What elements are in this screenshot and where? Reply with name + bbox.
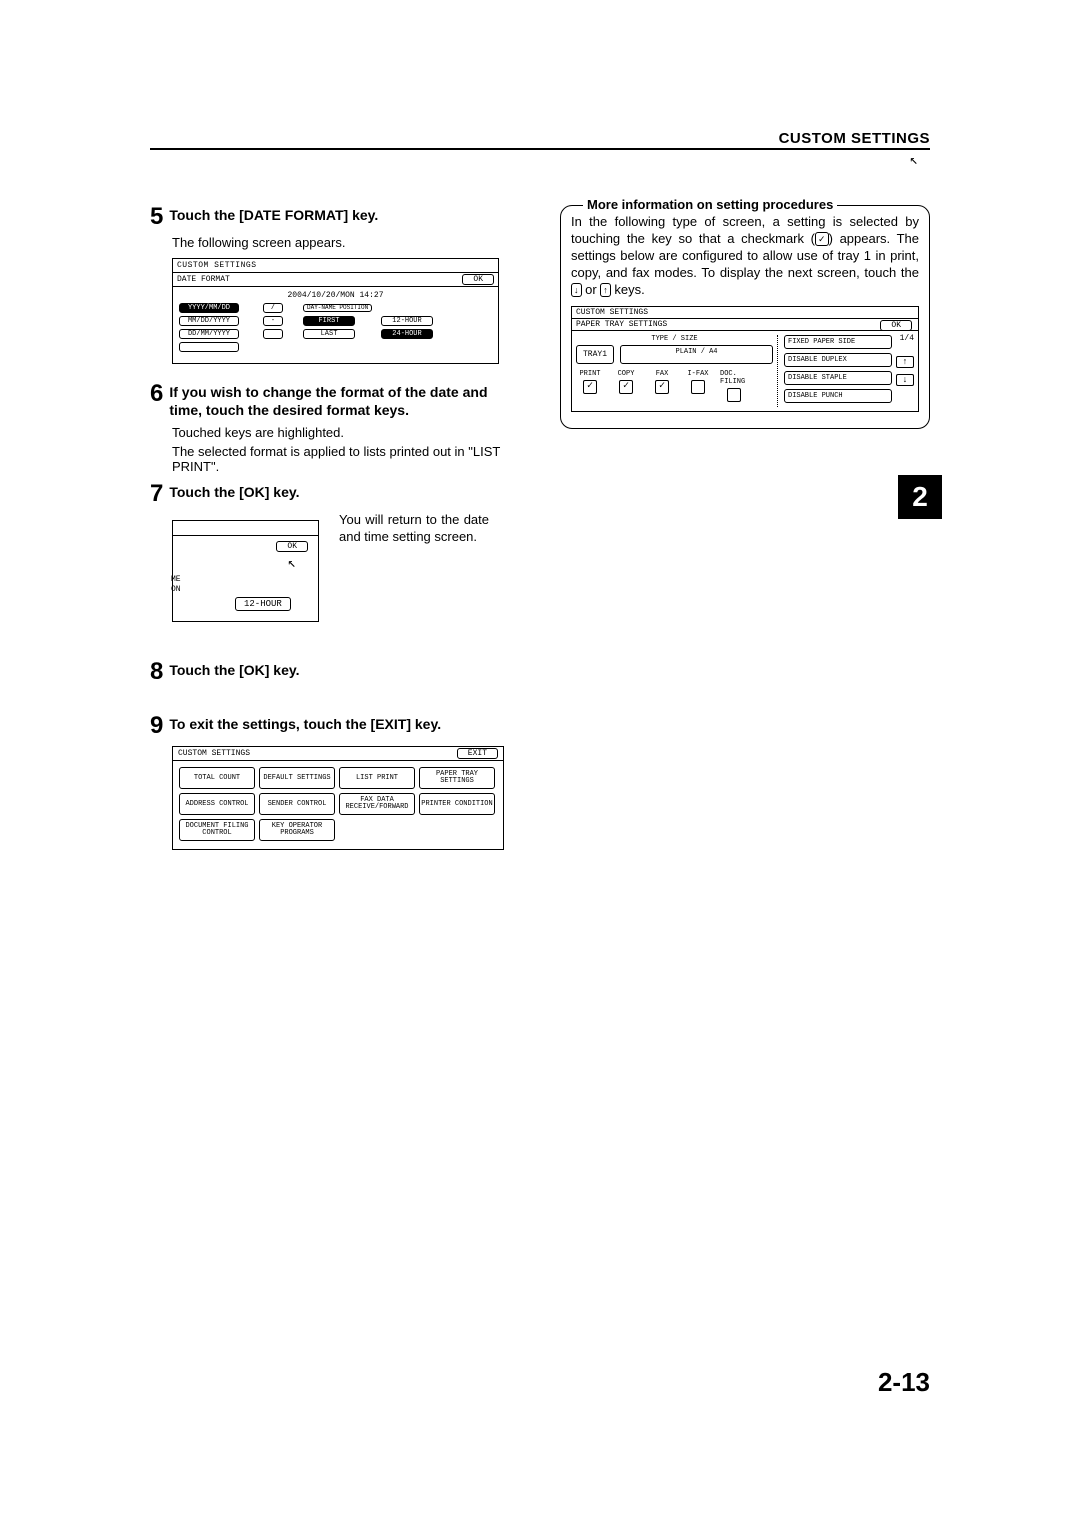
step-8: 8 Touch the [OK] key. [150,660,520,684]
step-5-body: The following screen appears. [172,235,520,250]
menu-button[interactable]: TOTAL COUNT [179,767,255,789]
fmt-button[interactable]: YYYY/MM/DD [179,303,239,313]
checkbox[interactable]: ✓ [583,380,597,394]
up-icon: ↑ [600,283,611,297]
sep-button[interactable]: / [263,303,283,313]
checkbox[interactable]: ✓ [655,380,669,394]
step-number: 7 [150,482,163,506]
checkbox[interactable] [727,388,741,402]
header-title: CUSTOM SETTINGS [150,130,930,147]
step-6-body1: Touched keys are highlighted. [172,425,520,440]
ok-button[interactable]: OK [276,541,308,552]
menu-button[interactable]: PAPER TRAY SETTINGS [419,767,495,789]
check-icon: ✓ [815,232,829,246]
up-button[interactable]: ↑ [896,356,914,368]
screen-title-1: CUSTOM SETTINGS [173,259,498,273]
pt-title2: PAPER TRAY SETTINGS OK [572,319,918,331]
info-text: In the following type of screen, a setti… [571,214,919,298]
step-text: Touch the [OK] key. [169,662,299,680]
step-text: If you wish to change the format of the … [169,384,520,419]
pt-header: TYPE / SIZE [576,335,773,343]
chapter-tab: 2 [898,475,942,519]
menu-button[interactable]: FAX DATA RECEIVE/FORWARD [339,793,415,815]
exit-screen: CUSTOM SETTINGS EXIT ↖ TOTAL COUNT DEFAU… [172,746,504,850]
fmt-button[interactable]: DD/MM/YYYY [179,329,239,339]
checkbox[interactable] [691,380,705,394]
cursor-icon: ↖ [288,555,296,572]
tray-value: PLAIN / A4 [620,345,773,364]
page-number: 2-13 [878,1367,930,1398]
sep-button[interactable]: - [263,316,283,326]
screen-title-2: DATE FORMAT OK [173,273,498,287]
down-button[interactable]: ↓ [896,374,914,386]
step-number: 6 [150,382,163,406]
down-icon: ↓ [571,283,582,297]
ok-button[interactable]: OK [462,274,494,285]
step-7-body: You will return to the date and time set… [339,512,489,546]
ok-screen: OK ↖ MEON 12-HOUR [172,520,319,622]
hr12-button[interactable]: 12-HOUR [381,316,433,326]
checkbox[interactable]: ✓ [619,380,633,394]
hr12-button[interactable]: 12-HOUR [235,597,291,611]
step-9: 9 To exit the settings, touch the [EXIT]… [150,714,520,738]
dayname-button[interactable]: DAY-NAME POSITION [303,304,372,312]
step-text: Touch the [OK] key. [169,484,299,502]
sep-button[interactable] [263,329,283,339]
menu-button[interactable]: DEFAULT SETTINGS [259,767,335,789]
step-6: 6 If you wish to change the format of th… [150,382,520,419]
ok-button[interactable]: OK [880,320,912,331]
step-7: 7 Touch the [OK] key. [150,482,520,506]
option-button[interactable]: DISABLE PUNCH [784,389,892,403]
option-button[interactable]: DISABLE DUPLEX [784,353,892,367]
step-number: 5 [150,205,163,229]
pt-title1: CUSTOM SETTINGS [572,307,918,319]
hr24-button[interactable]: 24-HOUR [381,329,433,339]
header-rule: CUSTOM SETTINGS [150,130,930,150]
first-button[interactable]: FIRST [303,316,355,326]
page-indicator: 1/4 [900,334,914,343]
paper-tray-screen: CUSTOM SETTINGS PAPER TRAY SETTINGS OK T… [571,306,919,412]
fmt-button-blank[interactable] [179,342,239,352]
menu-button[interactable]: ADDRESS CONTROL [179,793,255,815]
fmt-button[interactable]: MM/DD/YYYY [179,316,239,326]
menu-button[interactable]: DOCUMENT FILING CONTROL [179,819,255,841]
menu-button[interactable]: SENDER CONTROL [259,793,335,815]
right-column: More information on setting procedures I… [560,205,930,850]
option-button[interactable]: DISABLE STAPLE [784,371,892,385]
step-number: 9 [150,714,163,738]
menu-button[interactable]: PRINTER CONDITION [419,793,495,815]
side-text: MEON [171,575,181,594]
step-text: To exit the settings, touch the [EXIT] k… [169,716,441,734]
menu-button[interactable]: KEY OPERATOR PROGRAMS [259,819,335,841]
info-title: More information on setting procedures [583,197,837,212]
timestamp: 2004/10/20/MON 14:27 [179,291,492,300]
exit-title: CUSTOM SETTINGS [178,749,250,758]
info-box: More information on setting procedures I… [560,205,930,429]
exit-button[interactable]: EXIT [457,748,498,759]
last-button[interactable]: LAST [303,329,355,339]
cursor-icon: ↖ [910,152,918,169]
step-text: Touch the [DATE FORMAT] key. [169,207,378,225]
menu-button[interactable]: LIST PRINT [339,767,415,789]
date-format-screen: CUSTOM SETTINGS DATE FORMAT OK 2004/10/2… [172,258,499,364]
step-6-body2: The selected format is applied to lists … [172,444,520,474]
step-5: 5 Touch the [DATE FORMAT] key. [150,205,520,229]
step-number: 8 [150,660,163,684]
option-button[interactable]: FIXED PAPER SIDE [784,335,892,349]
left-column: 5 Touch the [DATE FORMAT] key. The follo… [150,205,520,850]
tray-button[interactable]: TRAY1 [576,345,614,364]
